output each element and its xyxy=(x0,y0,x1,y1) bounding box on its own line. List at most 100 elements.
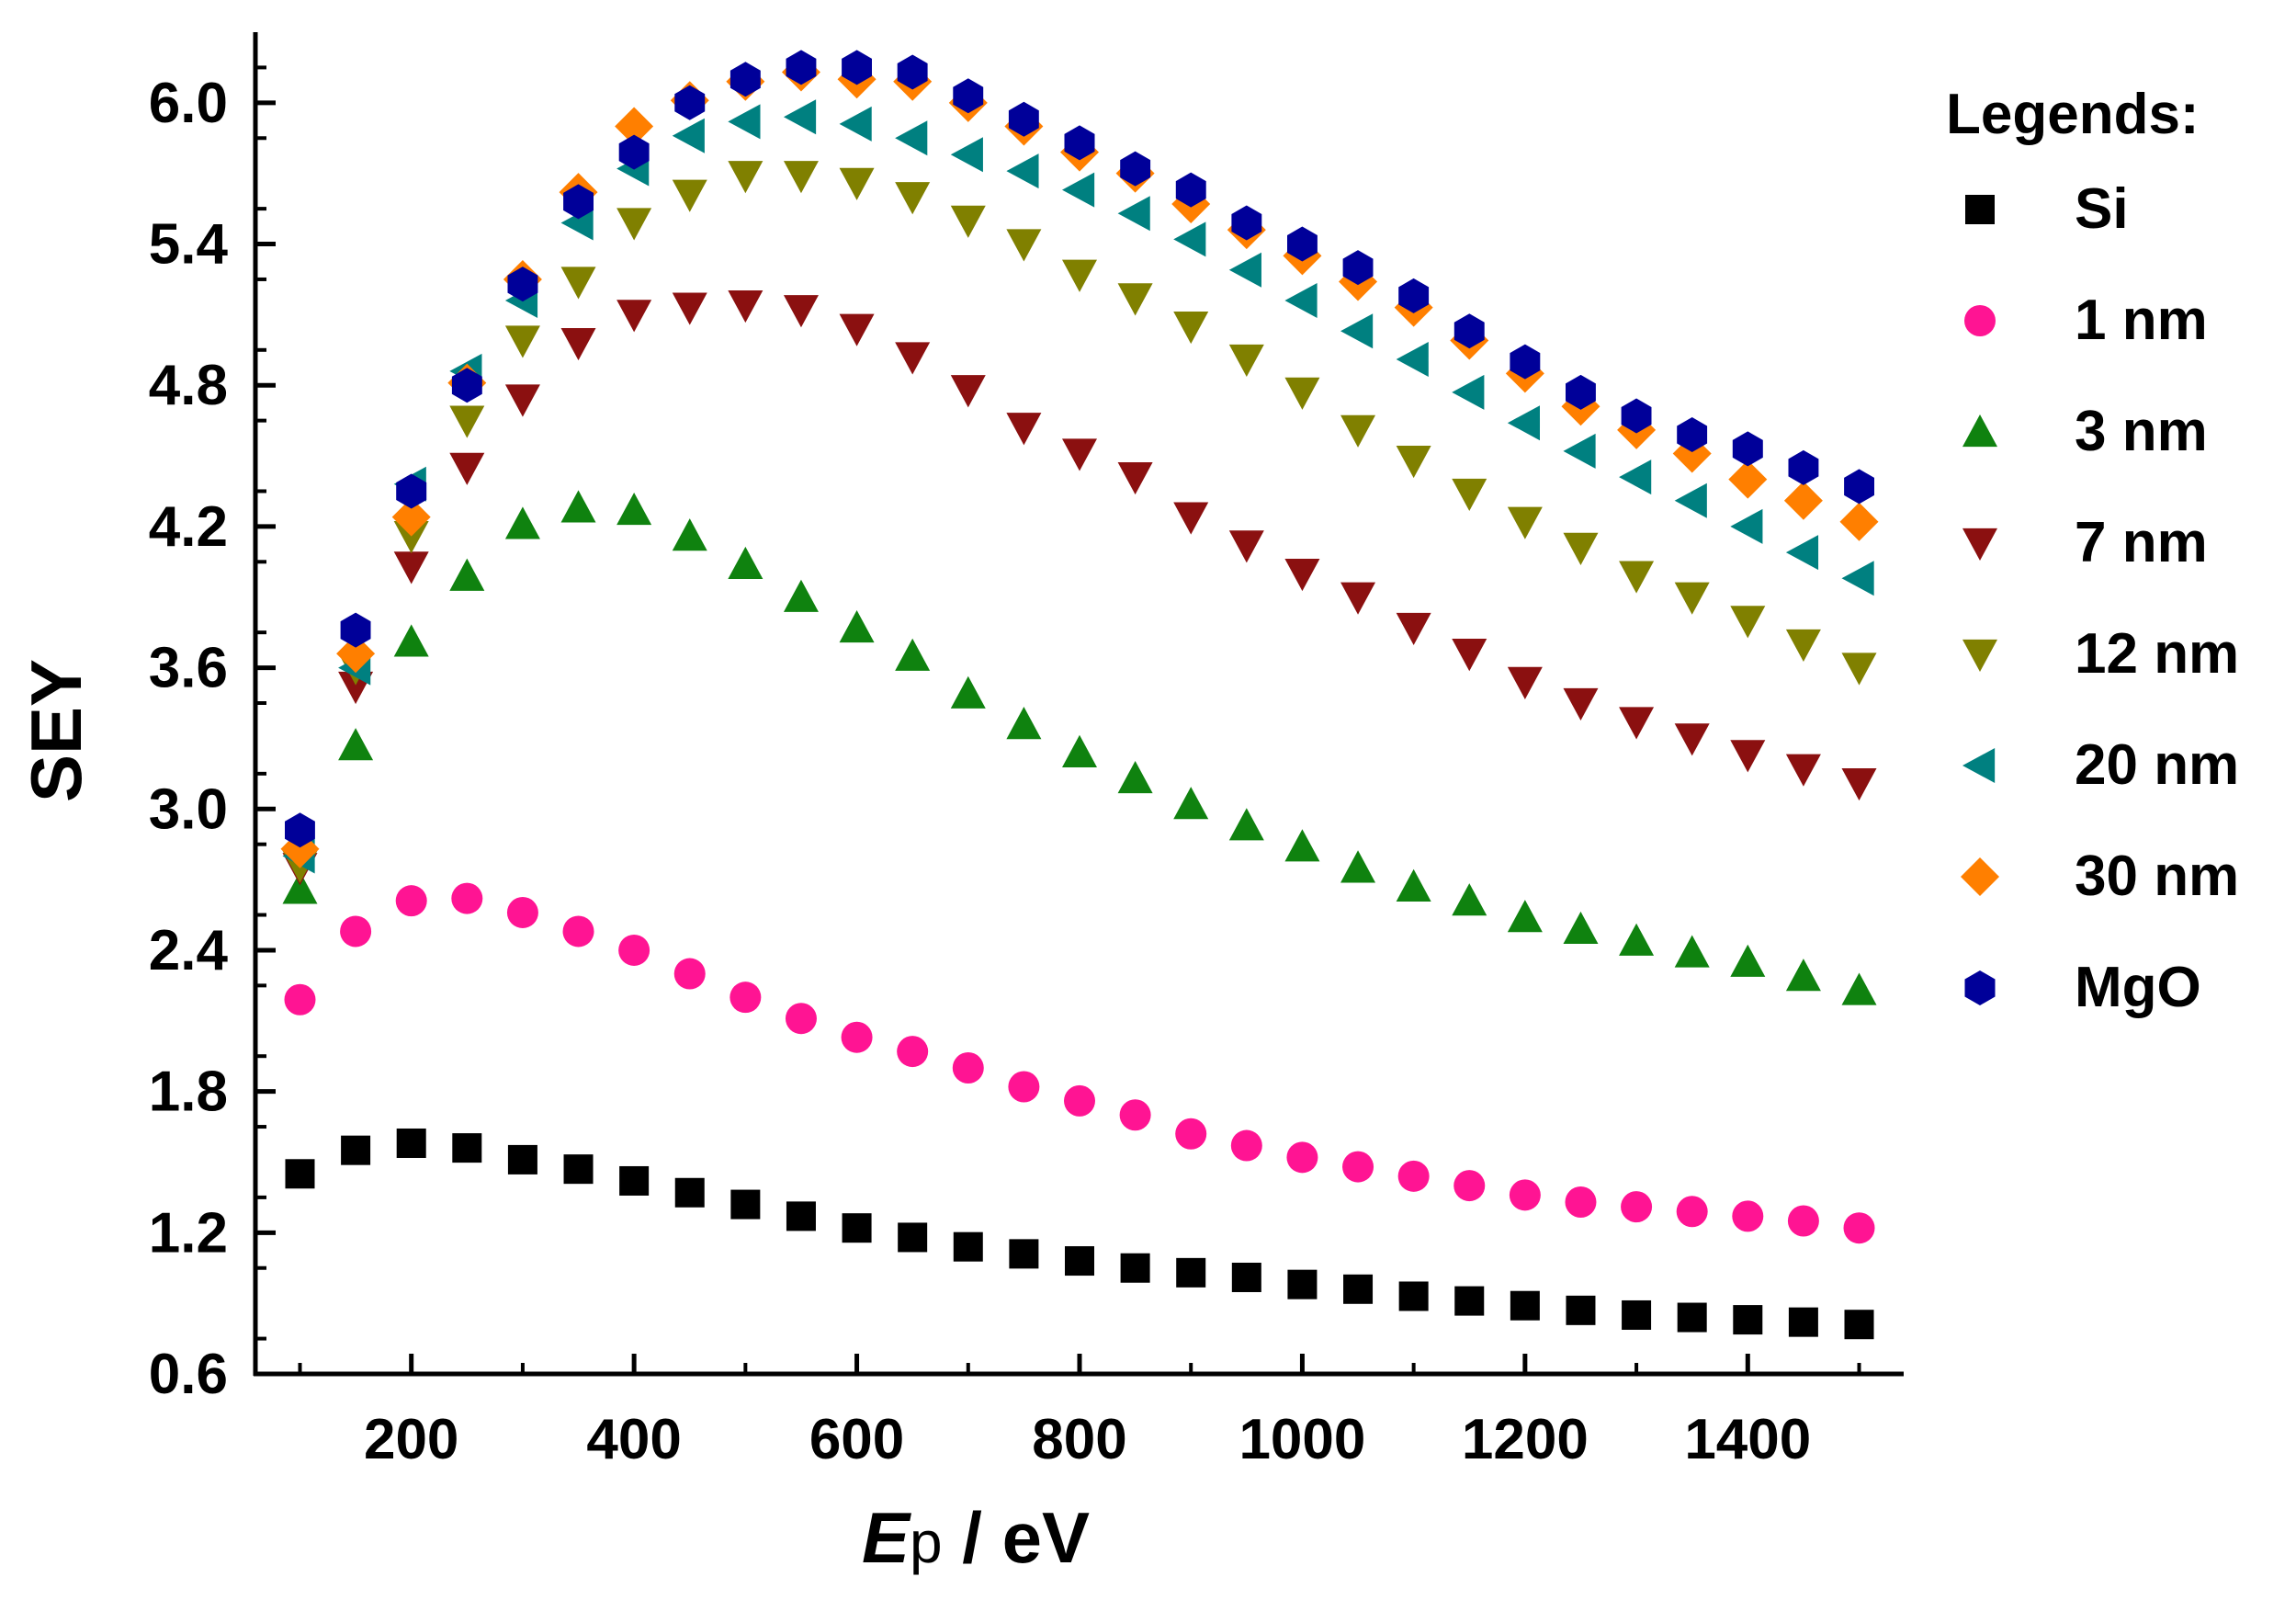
data-point-1-nm xyxy=(1565,1186,1597,1219)
data-point-mgo xyxy=(953,78,984,114)
legend-marker-3-nm xyxy=(1962,414,1997,448)
data-point-3-nm xyxy=(449,558,485,591)
data-point-12-nm xyxy=(1173,312,1209,345)
y-tick-label: 6.0 xyxy=(149,72,228,135)
data-point-si xyxy=(1677,1302,1707,1333)
data-point-mgo xyxy=(1621,398,1652,434)
data-point-20-nm xyxy=(895,120,928,156)
data-point-3-nm xyxy=(338,728,374,761)
data-point-1-nm xyxy=(1119,1099,1151,1131)
data-point-1-nm xyxy=(1008,1071,1040,1103)
data-point-3-nm xyxy=(1785,959,1821,992)
data-point-12-nm xyxy=(1117,283,1153,316)
data-point-mgo xyxy=(1844,469,1874,505)
data-point-3-nm xyxy=(282,871,318,904)
data-point-3-nm xyxy=(1340,850,1376,883)
y-tick-label: 1.2 xyxy=(149,1201,228,1265)
data-point-12-nm xyxy=(449,405,485,438)
data-point-1-nm xyxy=(785,1003,817,1035)
data-point-1-nm xyxy=(1175,1118,1207,1150)
data-point-7-nm xyxy=(1228,530,1264,563)
y-tick-label: 0.6 xyxy=(149,1343,228,1406)
data-point-7-nm xyxy=(895,342,931,375)
data-point-30-nm xyxy=(1728,460,1768,499)
data-point-20-nm xyxy=(950,137,983,173)
data-point-mgo xyxy=(786,50,817,85)
data-point-3-nm xyxy=(616,492,652,526)
data-point-si xyxy=(1065,1246,1094,1277)
data-point-20-nm xyxy=(1674,482,1707,518)
series-si xyxy=(285,1128,1874,1340)
series-3-nm xyxy=(282,490,1877,1005)
data-point-12-nm xyxy=(1228,344,1264,378)
legend-item-20-nm: 20 nm xyxy=(1962,733,2239,797)
data-point-mgo xyxy=(1732,431,1763,467)
data-point-7-nm xyxy=(504,384,540,417)
data-point-3-nm xyxy=(1284,829,1320,862)
data-point-20-nm xyxy=(1340,313,1374,349)
data-point-mgo xyxy=(674,85,706,120)
data-point-si xyxy=(341,1135,371,1165)
data-point-3-nm xyxy=(1563,911,1599,945)
data-point-mgo xyxy=(396,473,427,509)
data-point-mgo xyxy=(507,267,538,302)
data-point-12-nm xyxy=(1785,629,1821,662)
data-point-3-nm xyxy=(393,624,429,657)
data-point-si xyxy=(619,1165,650,1196)
data-point-1-nm xyxy=(1732,1200,1764,1232)
data-point-3-nm xyxy=(1117,760,1153,794)
y-axis-title: SEY xyxy=(16,659,96,802)
data-point-3-nm xyxy=(1006,707,1042,740)
data-point-3-nm xyxy=(1452,883,1487,916)
y-tick-label: 3.0 xyxy=(149,777,228,841)
y-tick-label: 3.6 xyxy=(149,637,228,700)
legend-label-30-nm: 30 nm xyxy=(2075,845,2239,908)
data-point-1-nm xyxy=(395,885,427,917)
data-point-20-nm xyxy=(1785,535,1819,571)
data-point-7-nm xyxy=(393,551,429,584)
legend-marker-mgo xyxy=(1964,970,1996,1005)
legend-marker-7-nm xyxy=(1962,528,1997,561)
data-point-20-nm xyxy=(672,118,705,153)
data-point-3-nm xyxy=(1062,734,1097,767)
data-point-30-nm xyxy=(336,634,376,674)
series-7-nm xyxy=(282,289,1877,886)
data-point-3-nm xyxy=(783,579,819,612)
data-point-3-nm xyxy=(1173,787,1209,820)
data-point-1-nm xyxy=(1397,1160,1430,1192)
legend-item-12-nm: 12 nm xyxy=(1962,622,2239,686)
series-group xyxy=(280,50,1879,1340)
data-point-7-nm xyxy=(1785,754,1821,787)
data-point-1-nm xyxy=(1843,1212,1875,1244)
data-point-20-nm xyxy=(1006,153,1039,189)
data-point-si xyxy=(1454,1286,1485,1316)
data-point-1-nm xyxy=(1230,1129,1262,1162)
data-point-3-nm xyxy=(504,506,540,539)
data-point-12-nm xyxy=(783,161,819,194)
data-point-1-nm xyxy=(673,958,706,990)
data-point-si xyxy=(452,1133,482,1163)
x-tick-label: 800 xyxy=(1032,1408,1126,1471)
data-point-7-nm xyxy=(1452,639,1487,672)
data-point-si xyxy=(1287,1269,1318,1299)
data-point-si xyxy=(563,1154,594,1185)
data-point-1-nm xyxy=(1342,1151,1374,1183)
data-point-1-nm xyxy=(1676,1196,1708,1228)
x-axis-title: Ep / eV xyxy=(862,1497,1090,1578)
data-point-7-nm xyxy=(616,300,652,333)
data-point-1-nm xyxy=(897,1036,929,1068)
data-point-7-nm xyxy=(1062,438,1097,471)
data-point-si xyxy=(898,1222,928,1253)
data-point-mgo xyxy=(842,50,872,85)
data-point-mgo xyxy=(1398,278,1430,313)
data-point-3-nm xyxy=(895,638,931,671)
legend-item-30-nm: 30 nm xyxy=(1961,845,2239,908)
data-point-3-nm xyxy=(1619,923,1655,956)
data-point-si xyxy=(1009,1239,1039,1269)
data-point-1-nm xyxy=(730,982,762,1014)
data-point-3-nm xyxy=(728,546,763,580)
x-axis-title-subscript: p xyxy=(910,1509,943,1575)
data-point-si xyxy=(1733,1305,1763,1335)
data-point-12-nm xyxy=(393,520,429,554)
